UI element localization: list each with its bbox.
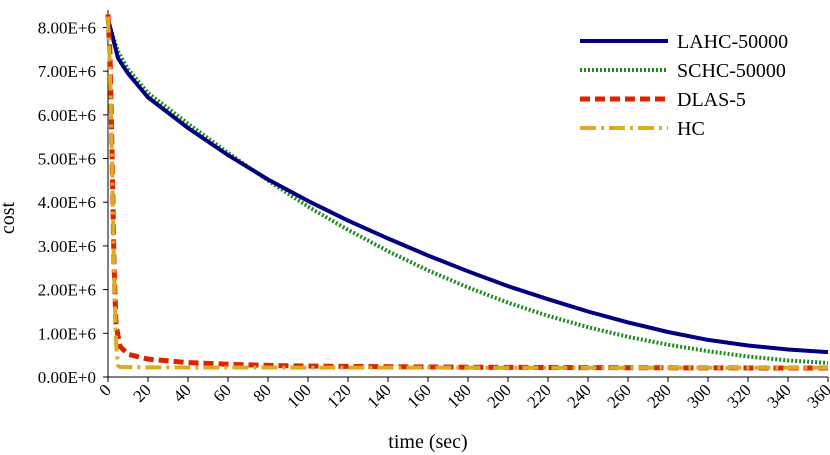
y-tick-label: 2.00E+6 bbox=[38, 281, 96, 300]
y-tick-label: 8.00E+6 bbox=[38, 18, 96, 37]
series-line-schc-50000 bbox=[106, 20, 829, 365]
y-tick-label: 1.00E+6 bbox=[38, 324, 96, 343]
x-tick-label: 260 bbox=[603, 380, 634, 411]
series-line-hc bbox=[106, 16, 828, 370]
x-axis-ticks: 0 20 40 60 80 100 120 140 160 180 200 220 240 260 280 3… bbox=[95, 377, 830, 412]
x-tick-label: 360 bbox=[803, 380, 830, 411]
x-tick-label: 300 bbox=[683, 380, 714, 411]
y-axis-title: cost bbox=[0, 201, 19, 234]
x-tick-label: 340 bbox=[763, 380, 794, 411]
x-tick-label: 100 bbox=[283, 380, 314, 411]
y-tick-label: 5.00E+6 bbox=[38, 150, 96, 169]
legend: LAHC-50000 SCHC-50000 DLAS-5 HC bbox=[580, 31, 788, 140]
x-tick-label: 140 bbox=[363, 380, 394, 411]
x-tick-label: 60 bbox=[209, 380, 234, 405]
x-tick-label: 240 bbox=[563, 380, 594, 411]
x-tick-label: 180 bbox=[443, 380, 474, 411]
x-tick-label: 320 bbox=[723, 380, 754, 411]
y-tick-label: 7.00E+6 bbox=[38, 62, 96, 81]
x-tick-label: 280 bbox=[643, 380, 674, 411]
y-axis-ticks: 0.00E+0 1.00E+6 2.00E+6 3.00E+6 4.00E+6 5.00E… bbox=[38, 18, 108, 387]
series-layer bbox=[105, 14, 829, 371]
legend-label: SCHC-50000 bbox=[677, 60, 786, 82]
y-tick-label: 0.00E+0 bbox=[38, 368, 96, 387]
series-line-lahc-50000 bbox=[106, 18, 829, 355]
legend-label: DLAS-5 bbox=[677, 89, 746, 111]
x-axis-title: time (sec) bbox=[388, 431, 467, 453]
series-line-dlas-5 bbox=[105, 14, 829, 371]
x-tick-label: 120 bbox=[323, 380, 354, 411]
x-tick-label: 220 bbox=[523, 380, 554, 411]
x-tick-label: 160 bbox=[403, 380, 434, 411]
x-tick-label: 200 bbox=[483, 380, 514, 411]
x-tick-label: 80 bbox=[249, 380, 274, 405]
x-tick-label: 0 bbox=[95, 380, 114, 399]
x-tick-label: 40 bbox=[169, 380, 194, 405]
legend-label: HC bbox=[677, 118, 705, 140]
y-tick-label: 6.00E+6 bbox=[38, 106, 96, 125]
x-tick-label: 20 bbox=[129, 380, 154, 405]
y-tick-label: 4.00E+6 bbox=[38, 193, 96, 212]
legend-label: LAHC-50000 bbox=[677, 31, 788, 53]
y-tick-label: 3.00E+6 bbox=[38, 237, 96, 256]
